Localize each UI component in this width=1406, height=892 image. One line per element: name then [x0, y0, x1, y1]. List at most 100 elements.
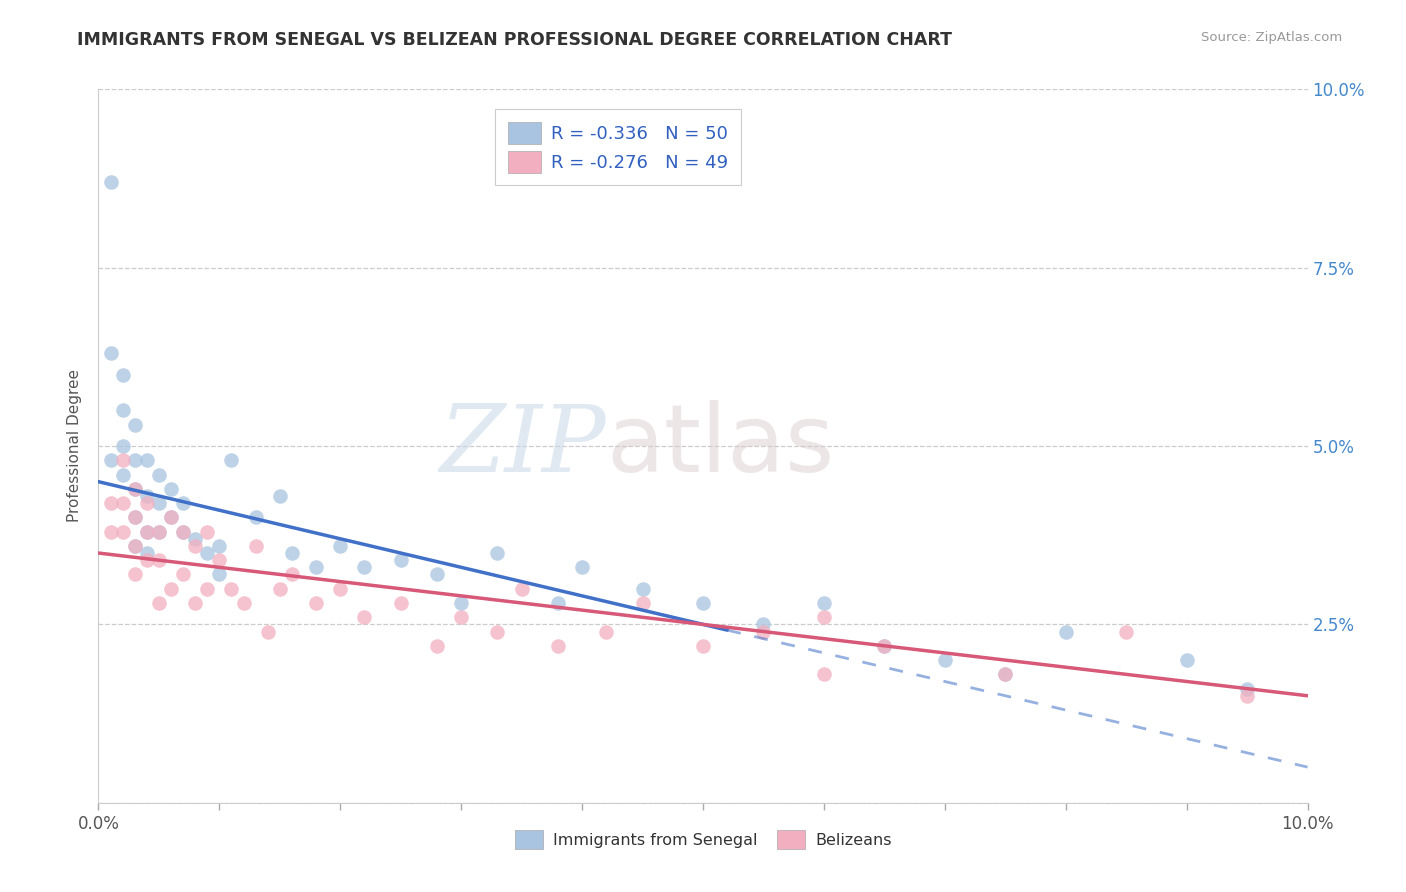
- Point: [148, 524, 170, 539]
- Point: [111, 496, 134, 510]
- Point: [269, 582, 291, 596]
- Point: [160, 582, 183, 596]
- Point: [195, 582, 218, 596]
- Point: [486, 546, 509, 560]
- Text: ZIP: ZIP: [440, 401, 606, 491]
- Point: [1175, 653, 1198, 667]
- Point: [873, 639, 896, 653]
- Point: [245, 539, 267, 553]
- Point: [329, 539, 352, 553]
- Point: [124, 567, 146, 582]
- Point: [111, 403, 134, 417]
- Point: [232, 596, 254, 610]
- Point: [111, 368, 134, 382]
- Point: [450, 610, 472, 624]
- Point: [221, 582, 243, 596]
- Point: [389, 553, 412, 567]
- Point: [160, 510, 183, 524]
- Point: [135, 553, 157, 567]
- Point: [389, 596, 412, 610]
- Point: [148, 524, 170, 539]
- Point: [135, 496, 157, 510]
- Point: [595, 624, 617, 639]
- Point: [1054, 624, 1077, 639]
- Point: [305, 560, 328, 574]
- Point: [100, 453, 122, 467]
- Text: IMMIGRANTS FROM SENEGAL VS BELIZEAN PROFESSIONAL DEGREE CORRELATION CHART: IMMIGRANTS FROM SENEGAL VS BELIZEAN PROF…: [77, 31, 952, 49]
- Point: [100, 346, 122, 360]
- Point: [195, 546, 218, 560]
- Point: [124, 510, 146, 524]
- Point: [160, 510, 183, 524]
- Point: [934, 653, 956, 667]
- Point: [305, 596, 328, 610]
- Point: [353, 560, 375, 574]
- Point: [124, 482, 146, 496]
- Point: [1236, 681, 1258, 696]
- Point: [172, 496, 194, 510]
- Point: [184, 539, 207, 553]
- Point: [124, 539, 146, 553]
- Point: [124, 482, 146, 496]
- Point: [1236, 689, 1258, 703]
- Point: [873, 639, 896, 653]
- Point: [124, 539, 146, 553]
- Point: [631, 596, 654, 610]
- Point: [752, 617, 775, 632]
- Point: [510, 582, 533, 596]
- Point: [813, 667, 835, 681]
- Point: [269, 489, 291, 503]
- Point: [329, 582, 352, 596]
- Point: [813, 610, 835, 624]
- Point: [124, 453, 146, 467]
- Point: [571, 560, 593, 574]
- Point: [426, 567, 449, 582]
- Point: [353, 610, 375, 624]
- Point: [281, 546, 304, 560]
- Point: [994, 667, 1017, 681]
- Point: [111, 524, 134, 539]
- Text: atlas: atlas: [606, 400, 835, 492]
- Point: [124, 417, 146, 432]
- Point: [135, 524, 157, 539]
- Point: [256, 624, 278, 639]
- Point: [111, 467, 134, 482]
- Point: [184, 532, 207, 546]
- Point: [148, 596, 170, 610]
- Point: [100, 496, 122, 510]
- Point: [547, 639, 569, 653]
- Point: [124, 510, 146, 524]
- Point: [135, 489, 157, 503]
- Point: [184, 596, 207, 610]
- Point: [486, 624, 509, 639]
- Point: [813, 596, 835, 610]
- Point: [172, 567, 194, 582]
- Point: [994, 667, 1017, 681]
- Point: [208, 539, 231, 553]
- Y-axis label: Professional Degree: Professional Degree: [67, 369, 83, 523]
- Point: [208, 567, 231, 582]
- Point: [450, 596, 472, 610]
- Point: [631, 582, 654, 596]
- Point: [692, 596, 714, 610]
- Point: [148, 553, 170, 567]
- Point: [160, 482, 183, 496]
- Point: [111, 439, 134, 453]
- Point: [148, 496, 170, 510]
- Point: [100, 175, 122, 189]
- Point: [752, 624, 775, 639]
- Point: [692, 639, 714, 653]
- Legend: Immigrants from Senegal, Belizeans: Immigrants from Senegal, Belizeans: [508, 823, 898, 855]
- Point: [281, 567, 304, 582]
- Point: [135, 453, 157, 467]
- Point: [426, 639, 449, 653]
- Point: [547, 596, 569, 610]
- Point: [195, 524, 218, 539]
- Point: [1115, 624, 1137, 639]
- Point: [245, 510, 267, 524]
- Point: [111, 453, 134, 467]
- Point: [148, 467, 170, 482]
- Point: [208, 553, 231, 567]
- Point: [172, 524, 194, 539]
- Point: [221, 453, 243, 467]
